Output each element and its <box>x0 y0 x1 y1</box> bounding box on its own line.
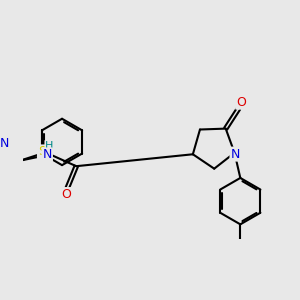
Text: S: S <box>38 146 46 158</box>
Text: O: O <box>61 188 71 201</box>
Text: N: N <box>43 148 52 161</box>
Text: N: N <box>230 148 240 160</box>
Text: N: N <box>0 137 9 150</box>
Text: H: H <box>45 141 54 151</box>
Text: O: O <box>236 96 246 109</box>
